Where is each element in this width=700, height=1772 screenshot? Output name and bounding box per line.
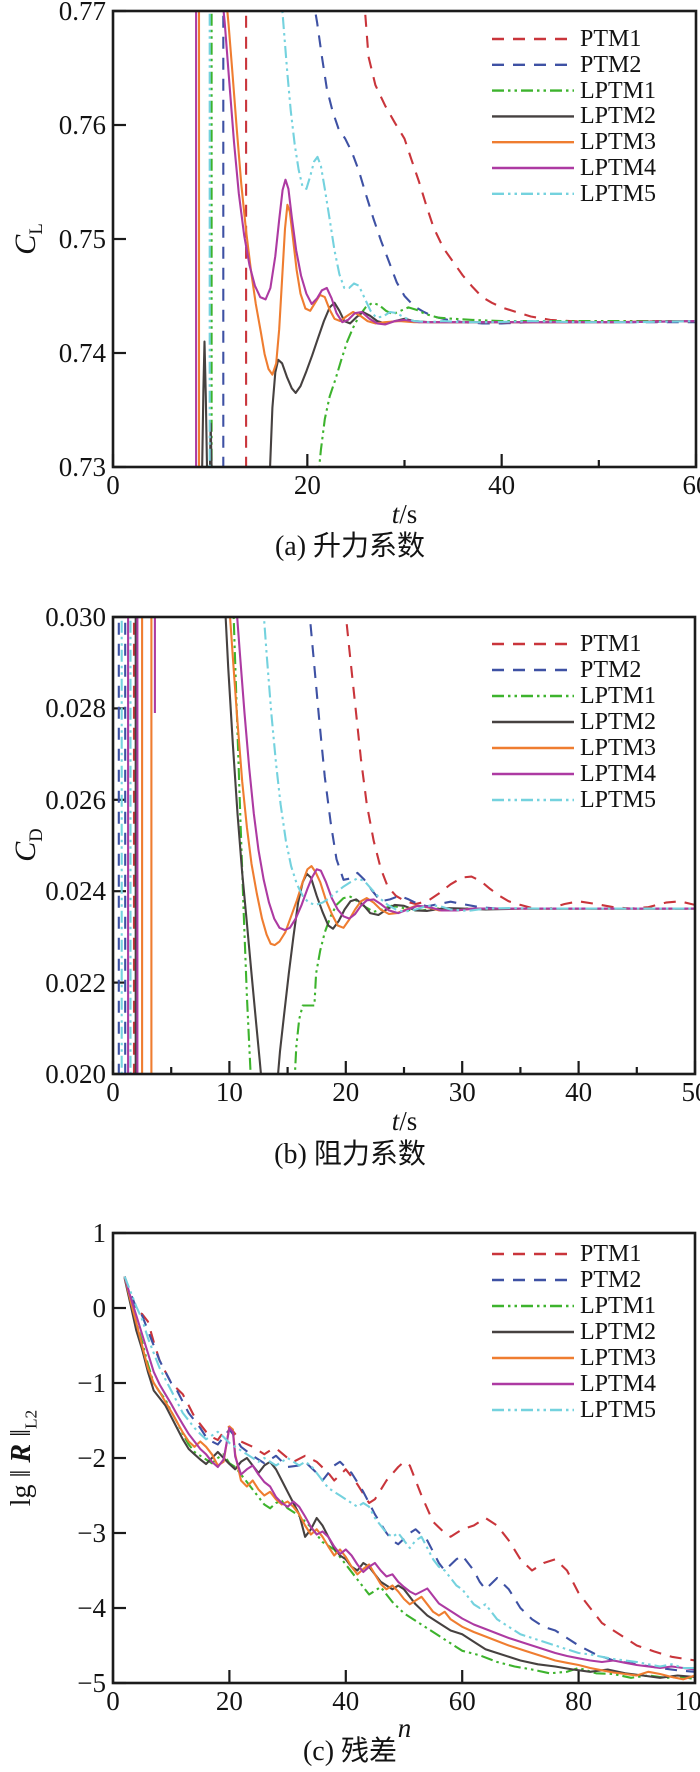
series-lptm4 [222, 11, 696, 326]
legend-label-lptm3: LPTM3 [580, 129, 657, 156]
series-lptm1 [293, 895, 695, 1074]
series-ptm2 [123, 1276, 695, 1673]
series-group [117, 617, 695, 1074]
series-ptm1 [123, 1276, 695, 1662]
legend-label-lptm1: LPTM1 [580, 77, 657, 104]
series-lptm3 [123, 1276, 695, 1681]
series-lptm2 [224, 617, 262, 1074]
y-tick-label: 0.77 [58, 0, 106, 26]
series-lptm2 [269, 301, 696, 467]
y-tick-label: 0.030 [45, 602, 106, 632]
chart-caption-a: (a) 升力系数 [274, 531, 426, 562]
series-lptm4 [236, 617, 695, 932]
legend-label-lptm2: LPTM2 [580, 709, 657, 735]
legend-label-lptm5: LPTM5 [580, 787, 657, 813]
x-tick-label: 40 [565, 1077, 593, 1107]
legend-label-lptm2: LPTM2 [580, 103, 657, 130]
y-tick-label: −5 [77, 1668, 106, 1698]
x-tick-label: 50 [681, 1077, 700, 1107]
y-tick-label: 0.76 [58, 110, 106, 140]
x-tick-label: 30 [448, 1077, 476, 1107]
legend-label-lptm5: LPTM5 [580, 1397, 657, 1423]
series-group [195, 11, 696, 467]
y-tick-label: 0.020 [45, 1059, 106, 1089]
x-tick-label: 100 [674, 1686, 700, 1716]
x-tick-label: 0 [106, 1686, 120, 1716]
series-lptm2 [277, 872, 695, 1074]
y-tick-label: 0 [92, 1293, 107, 1323]
y-tick-label: 0.74 [58, 338, 106, 368]
x-tick-label: 20 [293, 470, 321, 500]
y-tick-label: −4 [77, 1593, 106, 1623]
legend-label-lptm4: LPTM4 [580, 761, 657, 787]
x-tick-label: 40 [488, 470, 516, 500]
x-tick-label: 60 [682, 470, 700, 500]
legend-label-lptm4: LPTM4 [580, 1371, 657, 1397]
y-axis-label-cd: CD [9, 828, 47, 862]
series-lptm5 [262, 617, 695, 913]
series-lptm2 [123, 1277, 695, 1679]
plot-border [111, 1231, 697, 1685]
chart-caption-c: (c) 残差 [302, 1736, 398, 1767]
legend-label-lptm4: LPTM4 [580, 155, 657, 181]
y-tick-label: 0.022 [45, 967, 106, 998]
legend-label-ptm2: PTM2 [580, 51, 642, 78]
x-tick-label: 80 [565, 1686, 593, 1716]
y-tick-label: 0.026 [45, 784, 106, 815]
legend-label-lptm1: LPTM1 [580, 1293, 657, 1319]
x-tick-label: 20 [332, 1077, 360, 1107]
chart-caption-b: (b) 阻力系数 [274, 1139, 426, 1170]
legend-label-ptm2: PTM2 [580, 657, 642, 683]
series-lptm5 [123, 1276, 695, 1670]
x-axis-label-time: t/s [391, 1106, 418, 1136]
legend-label-lptm2: LPTM2 [580, 1319, 657, 1345]
x-tick-label: 10 [215, 1077, 243, 1107]
x-tick-label: 20 [215, 1686, 243, 1716]
legend-label-lptm3: LPTM3 [580, 735, 657, 761]
legend-label-lptm3: LPTM3 [580, 1345, 657, 1371]
x-axis-label-iterations: n [397, 1713, 412, 1743]
legend-label-lptm1: LPTM1 [580, 683, 657, 709]
plot-border [111, 9, 698, 469]
x-tick-label: 0 [106, 1077, 120, 1107]
series-ptm1 [363, 11, 696, 324]
y-tick-label: 0.028 [45, 693, 106, 724]
legend-label-lptm5: LPTM5 [580, 180, 657, 207]
y-tick-label: 1 [92, 1218, 107, 1248]
series-lptm2 [201, 340, 209, 467]
series-lptm1 [123, 1276, 695, 1681]
x-axis-label-time: t/s [391, 499, 418, 529]
series-lptm1 [318, 301, 696, 467]
series-group [123, 1276, 695, 1681]
series-ptm1 [344, 617, 695, 910]
legend-label-ptm1: PTM1 [580, 1241, 642, 1267]
x-tick-label: 60 [448, 1686, 476, 1716]
y-tick-label: −3 [77, 1518, 106, 1548]
legend-label-ptm1: PTM1 [580, 631, 642, 657]
series-lptm4 [123, 1276, 695, 1671]
plot-border [111, 615, 697, 1076]
y-tick-label: −1 [77, 1368, 106, 1398]
y-tick-label: 0.024 [45, 876, 106, 907]
legend-label-ptm2: PTM2 [580, 1267, 642, 1293]
y-tick-label: 0.75 [58, 224, 106, 254]
x-tick-label: 0 [106, 470, 120, 500]
legend-label-ptm1: PTM1 [580, 26, 642, 52]
y-tick-label: −2 [77, 1443, 106, 1473]
y-tick-label: 0.73 [58, 452, 106, 482]
series-lptm5 [281, 11, 696, 324]
x-tick-label: 40 [332, 1686, 360, 1716]
